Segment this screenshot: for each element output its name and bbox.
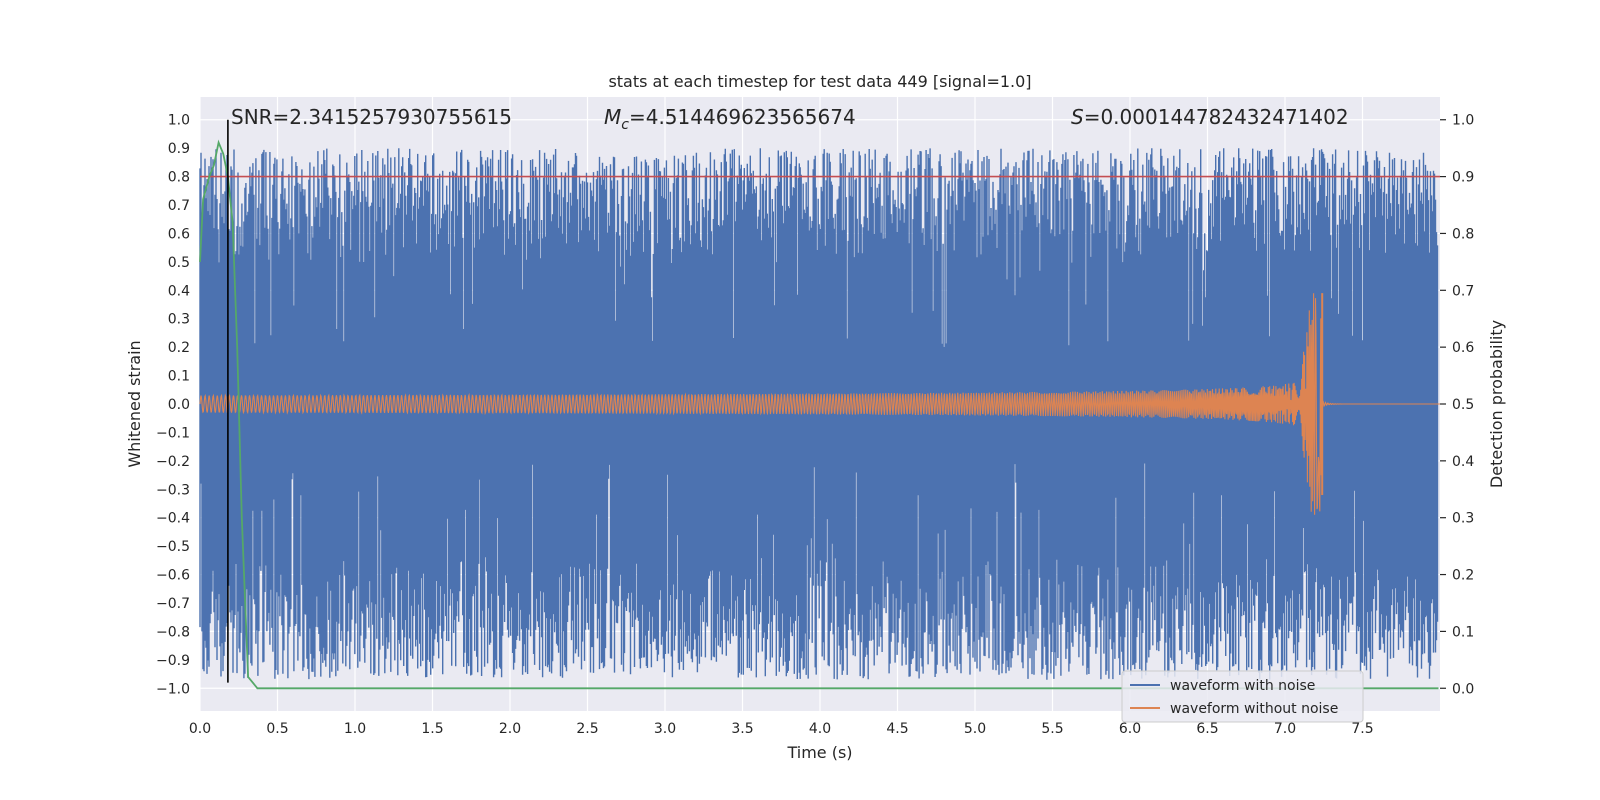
y-left-tick-label: 0.0 — [168, 397, 190, 413]
y-left-tick-label: −0.4 — [156, 511, 190, 527]
x-tick-label: 1.5 — [421, 721, 443, 737]
y-right-axis-ticks: 1.0 0.9 0.8 0.7 0.6 0.5 0.4 0.3 0.2 0.1 0.0 — [1440, 113, 1474, 697]
annotation-mc-value: =4.514469623565674 — [629, 105, 856, 129]
y-left-tick-label: 0.7 — [168, 198, 190, 214]
x-tick-label: 7.5 — [1351, 721, 1373, 737]
x-axis-ticks: 0.0 0.5 1.0 1.5 2.0 2.5 3.0 3.5 4.0 4.5 5.0 5.5 6.0 6… — [189, 721, 1374, 737]
y-left-tick-label: −0.1 — [156, 425, 190, 441]
y-left-tick-label: −0.5 — [156, 539, 190, 555]
series-waveform-without-noise — [199, 293, 1440, 515]
annotation-statistic: S=0.000144782432471402 — [1071, 105, 1349, 129]
y-left-tick-label: 1.0 — [168, 113, 190, 129]
x-tick-label: 6.0 — [1119, 721, 1141, 737]
y-left-tick-label: 0.8 — [168, 170, 190, 186]
y-right-tick-label: 0.4 — [1452, 454, 1474, 470]
y-left-tick-label: −1.0 — [156, 681, 190, 697]
annotation-snr: SNR=2.3415257930755615 — [231, 105, 512, 129]
x-axis-label: Time (s) — [786, 743, 852, 762]
x-tick-label: 3.0 — [654, 721, 676, 737]
x-tick-label: 5.5 — [1041, 721, 1063, 737]
y-right-tick-label: 0.9 — [1452, 170, 1474, 186]
annotation-s-value: =0.000144782432471402 — [1084, 105, 1349, 129]
y-left-tick-label: 0.9 — [168, 141, 190, 157]
y-right-tick-label: 0.2 — [1452, 568, 1474, 584]
x-tick-label: 6.5 — [1196, 721, 1218, 737]
y-left-axis-label: Whitened strain — [125, 340, 144, 467]
x-tick-label: 2.5 — [576, 721, 598, 737]
y-left-tick-label: 0.3 — [168, 312, 190, 328]
annotation-mc-symbol: M — [604, 105, 621, 129]
y-right-tick-label: 0.8 — [1452, 226, 1474, 242]
y-right-tick-label: 0.1 — [1452, 624, 1474, 640]
x-tick-label: 7.0 — [1274, 721, 1296, 737]
legend: waveform with noise waveform without noi… — [1121, 670, 1364, 723]
x-tick-label: 1.0 — [344, 721, 366, 737]
y-right-tick-label: 1.0 — [1452, 113, 1474, 129]
x-tick-label: 2.0 — [499, 721, 521, 737]
annotation-chirp-mass: Mc=4.514469623565674 — [604, 105, 856, 133]
clean-waveform-trace — [199, 293, 1440, 515]
y-right-tick-label: 0.7 — [1452, 283, 1474, 299]
legend-box — [1121, 670, 1364, 723]
y-right-tick-label: 0.3 — [1452, 511, 1474, 527]
y-left-tick-label: −0.6 — [156, 568, 190, 584]
y-left-tick-label: 0.1 — [168, 369, 190, 385]
y-right-tick-label: 0.0 — [1452, 681, 1474, 697]
y-right-tick-label: 0.5 — [1452, 397, 1474, 413]
annotation-s-symbol: S — [1071, 105, 1084, 129]
x-tick-label: 0.0 — [189, 721, 211, 737]
x-tick-label: 4.5 — [886, 721, 908, 737]
y-left-tick-label: −0.3 — [156, 482, 190, 498]
x-tick-label: 5.0 — [964, 721, 986, 737]
y-left-tick-label: −0.7 — [156, 596, 190, 612]
y-left-tick-label: 0.2 — [168, 340, 190, 356]
y-left-tick-label: 0.4 — [168, 283, 190, 299]
y-left-tick-label: −0.2 — [156, 454, 190, 470]
y-left-axis-ticks: 1.0 0.9 0.8 0.7 0.6 0.5 0.4 0.3 0.2 0.1 0.0 −0.1 −0.… — [156, 113, 190, 698]
annotation-mc-subscript: c — [621, 117, 629, 133]
legend-label-waveform-without-noise: waveform without noise — [1170, 701, 1338, 717]
y-right-tick-label: 0.6 — [1452, 340, 1474, 356]
y-left-tick-label: −0.9 — [156, 653, 190, 669]
y-left-tick-label: 0.6 — [168, 226, 190, 242]
legend-label-waveform-with-noise: waveform with noise — [1170, 678, 1315, 694]
x-tick-label: 0.5 — [266, 721, 288, 737]
x-tick-label: 4.0 — [809, 721, 831, 737]
x-tick-label: 3.5 — [731, 721, 753, 737]
y-right-axis-label: Detection probability — [1487, 320, 1506, 488]
y-left-tick-label: −0.8 — [156, 624, 190, 640]
chart-title: stats at each timestep for test data 449… — [608, 72, 1031, 91]
y-left-tick-label: 0.5 — [168, 255, 190, 271]
